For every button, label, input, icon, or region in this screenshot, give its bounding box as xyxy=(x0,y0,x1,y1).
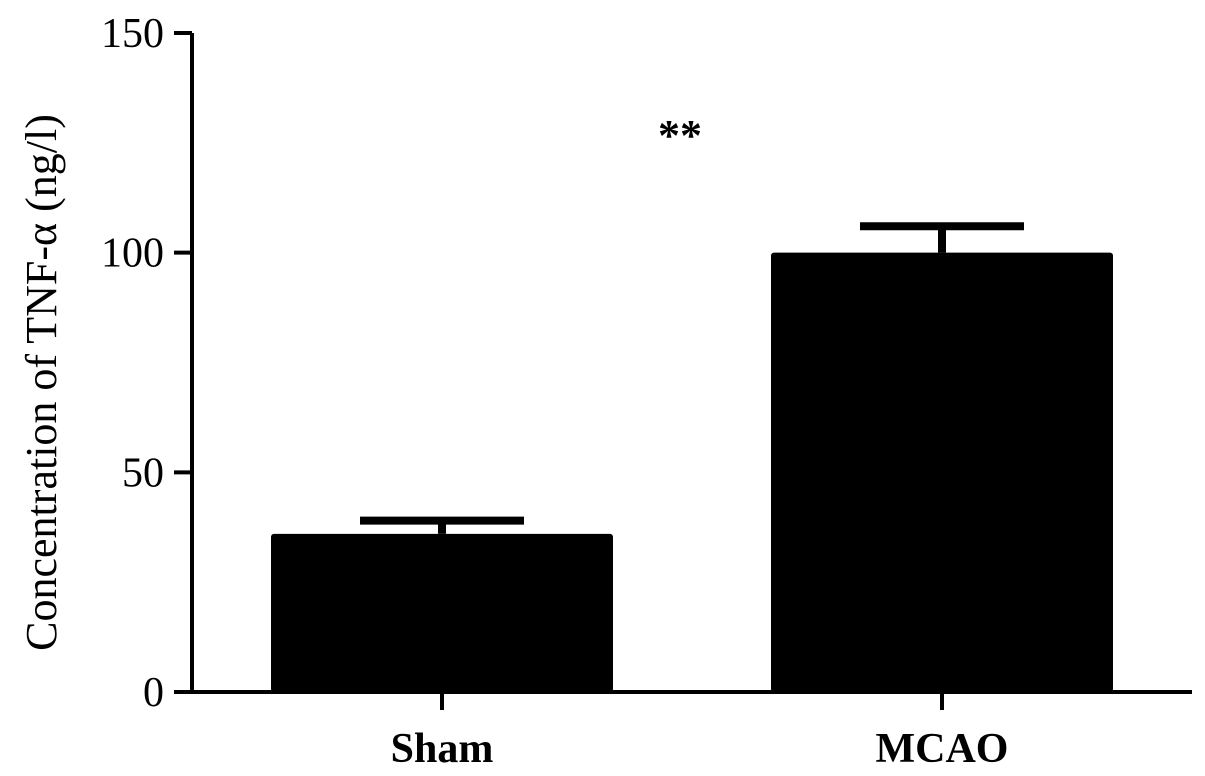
x-tick-label-mcao: MCAO xyxy=(876,726,1009,772)
bar-sham xyxy=(271,533,613,692)
y-axis-label: Concentration of TNF-α (ng/l) xyxy=(17,114,66,651)
y-tick-label: 100 xyxy=(101,231,164,277)
axes-layer xyxy=(190,33,1192,694)
y-tick-label: 50 xyxy=(122,450,164,496)
bars-layer xyxy=(271,252,1113,692)
y-ticks-layer: 0 50 100 150 xyxy=(101,11,192,716)
annotations-layer: ** xyxy=(658,111,702,160)
significance-annotation: ** xyxy=(658,111,702,160)
y-tick-label: 0 xyxy=(143,670,164,716)
x-tick-label-sham: Sham xyxy=(391,726,494,772)
y-tick-label: 150 xyxy=(101,11,164,57)
bar-mcao xyxy=(771,252,1113,692)
error-bars-layer xyxy=(360,222,1024,534)
x-ticks-layer: Sham MCAO xyxy=(391,692,1009,772)
